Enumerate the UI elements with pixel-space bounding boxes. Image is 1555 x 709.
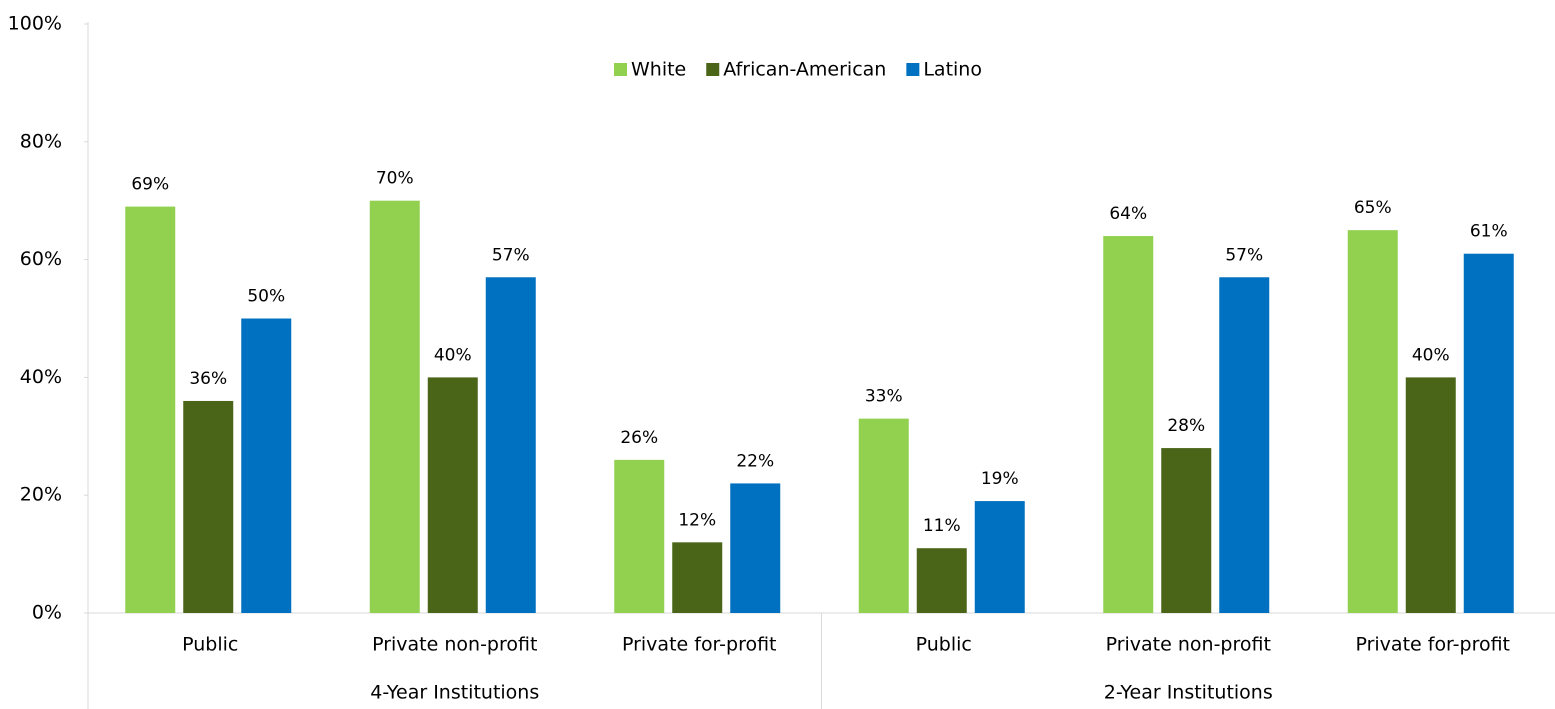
bar: [427, 377, 478, 613]
x-tick-label: Private non-profit: [1106, 634, 1271, 656]
data-label: 28%: [1167, 416, 1205, 436]
data-label: 50%: [247, 287, 285, 307]
y-tick-label: 20%: [20, 484, 62, 506]
legend-swatch: [706, 63, 720, 76]
data-label: 57%: [492, 245, 530, 265]
data-label: 33%: [865, 387, 903, 407]
bar: [369, 200, 420, 613]
y-tick-label: 0%: [32, 602, 62, 624]
legend-label: White: [631, 59, 686, 81]
group-label: 4-Year Institutions: [370, 682, 539, 704]
legend-label: Latino: [923, 59, 982, 81]
data-label: 19%: [981, 469, 1019, 489]
bar: [1347, 230, 1398, 613]
data-label: 12%: [678, 510, 716, 530]
data-label: 40%: [1412, 345, 1450, 365]
bar: [1161, 448, 1212, 613]
y-tick-label: 60%: [20, 248, 62, 270]
bar: [183, 400, 234, 613]
x-tick-label: Public: [182, 634, 238, 656]
legend-label: African-American: [723, 59, 886, 81]
bar: [485, 277, 536, 613]
y-tick-label: 40%: [20, 366, 62, 388]
bar: [1103, 236, 1154, 614]
legend-swatch: [614, 63, 627, 76]
data-label: 69%: [131, 175, 169, 195]
y-tick-label: 100%: [8, 13, 62, 35]
data-label: 40%: [434, 345, 472, 365]
x-tick-label: Private for-profit: [1355, 634, 1510, 656]
x-tick-label: Public: [916, 634, 972, 656]
y-tick-label: 80%: [20, 130, 62, 152]
data-label: 26%: [620, 428, 658, 448]
bar: [1463, 253, 1514, 613]
bar: [974, 501, 1025, 613]
data-label: 22%: [736, 451, 774, 471]
group-label: 2-Year Institutions: [1104, 682, 1273, 704]
bar: [241, 318, 292, 613]
bar: [614, 459, 665, 613]
x-tick-label: Private for-profit: [622, 634, 777, 656]
data-label: 36%: [189, 369, 227, 389]
bar: [916, 548, 967, 613]
data-label: 70%: [376, 169, 414, 189]
data-label: 61%: [1470, 222, 1508, 242]
bar: [1219, 277, 1270, 613]
bar: [125, 206, 176, 613]
bar: [730, 483, 781, 613]
bar: [672, 542, 723, 613]
data-label: 11%: [923, 516, 961, 536]
legend-swatch: [906, 63, 920, 76]
bar: [1405, 377, 1456, 613]
x-tick-label: Private non-profit: [372, 634, 537, 656]
data-label: 65%: [1354, 198, 1392, 218]
bar: [858, 418, 909, 613]
data-label: 57%: [1225, 245, 1263, 265]
data-label: 64%: [1109, 204, 1147, 224]
